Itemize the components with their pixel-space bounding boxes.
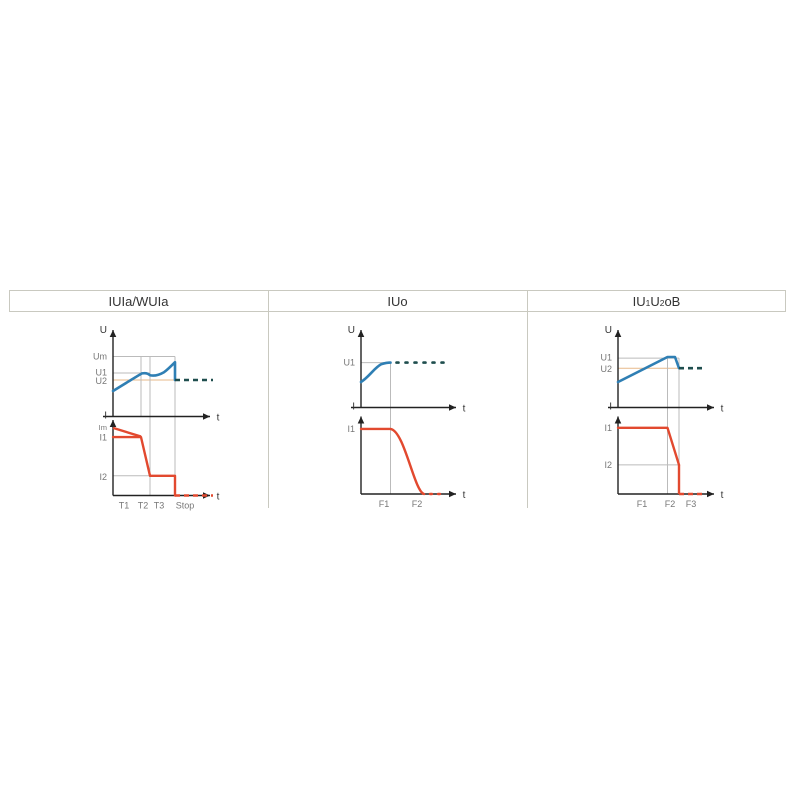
svg-text:T2: T2	[138, 501, 149, 511]
svg-text:F2: F2	[665, 499, 676, 509]
svg-text:t: t	[217, 413, 220, 424]
svg-text:U2: U2	[600, 364, 612, 374]
svg-text:U1: U1	[343, 358, 355, 368]
svg-text:F1: F1	[379, 499, 390, 509]
svg-text:t: t	[463, 404, 466, 415]
svg-text:t: t	[463, 490, 466, 501]
svg-text:I1: I1	[99, 433, 107, 443]
svg-text:I: I	[104, 411, 107, 422]
svg-text:U1: U1	[600, 353, 612, 363]
svg-text:F3: F3	[686, 499, 697, 509]
svg-text:I2: I2	[99, 472, 107, 482]
svg-text:t: t	[721, 490, 724, 501]
svg-text:U: U	[348, 325, 355, 336]
svg-text:I2: I2	[604, 460, 612, 470]
svg-text:U: U	[605, 325, 612, 336]
svg-text:I1: I1	[347, 424, 355, 434]
svg-text:T3: T3	[154, 501, 165, 511]
svg-text:I: I	[352, 402, 355, 413]
svg-text:U2: U2	[95, 376, 107, 386]
svg-text:I1: I1	[604, 423, 612, 433]
svg-text:U: U	[100, 325, 107, 336]
svg-text:F2: F2	[412, 499, 423, 509]
svg-text:I: I	[609, 402, 612, 413]
svg-text:Im: Im	[99, 423, 107, 432]
svg-text:Um: Um	[93, 352, 107, 362]
svg-text:t: t	[217, 492, 220, 503]
svg-text:t: t	[721, 404, 724, 415]
svg-text:Stop: Stop	[176, 501, 195, 511]
svg-text:F1: F1	[637, 499, 648, 509]
svg-text:T1: T1	[119, 501, 130, 511]
